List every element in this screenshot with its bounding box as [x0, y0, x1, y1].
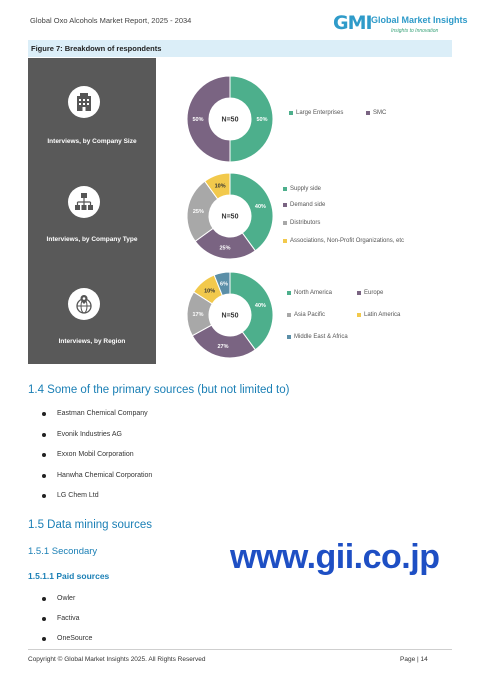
slice-value-label: 25%: [193, 209, 204, 215]
section-heading-secondary: 1.5.1 Secondary: [28, 546, 98, 557]
report-title: Global Oxo Alcohols Market Report, 2025 …: [30, 16, 192, 25]
slice-value-label: 17%: [193, 312, 204, 318]
legend-swatch: [357, 291, 361, 295]
donut-center-label: N=50: [222, 214, 239, 221]
donut-slice: [229, 75, 274, 163]
brand-name: Global Market Insights: [371, 15, 468, 25]
slice-value-label: 40%: [255, 303, 266, 309]
legend-label: North America: [294, 290, 333, 296]
legend-swatch: [283, 221, 287, 225]
panel-region: Interviews, by Region: [28, 264, 156, 362]
legend-swatch: [289, 111, 293, 115]
list-item-text: OneSource: [57, 635, 93, 642]
legend-swatch: [287, 313, 291, 317]
legend-swatch: [287, 291, 291, 295]
donut-chart-company-size: 50% 50% N=50: [186, 75, 274, 163]
respondent-panel: Interviews, by Company Size Interviews, …: [28, 58, 156, 364]
section-heading-data-mining: 1.5 Data mining sources: [28, 519, 153, 531]
list-item-text: Owler: [57, 595, 76, 602]
section-heading-primary-sources: 1.4 Some of the primary sources (but not…: [28, 384, 290, 396]
page-header: Global Oxo Alcohols Market Report, 2025 …: [0, 0, 480, 34]
legend-label: Associations, Non-Profit Organizations, …: [290, 238, 405, 244]
slice-value-label: 50%: [192, 117, 203, 123]
footer-divider: [28, 649, 452, 650]
legend-label: Large Enterprises: [296, 110, 344, 116]
footer-copyright: Copyright © Global Market Insights 2025.…: [28, 656, 206, 663]
watermark: www.gii.co.jp: [230, 538, 440, 576]
figure-caption-bar: Figure 7: Breakdown of respondents: [28, 40, 452, 57]
donut-chart-company-type: 40% 25% 25% 10% N=50: [186, 172, 274, 260]
legend-swatch: [283, 187, 287, 191]
legend-label: SMC: [373, 110, 387, 116]
panel-label-company-size: Interviews, by Company Size: [47, 138, 137, 145]
donut-center-label: N=50: [222, 117, 239, 124]
brand-logo: GMI Global Market Insights Insights to I…: [333, 12, 468, 38]
bullet-dot: [42, 597, 46, 601]
bullet-dot: [42, 617, 46, 621]
legend-label: Europe: [364, 290, 384, 296]
bullet-dot: [42, 494, 46, 498]
legend-label: Asia Pacific: [294, 312, 326, 318]
legend-label: Demand side: [290, 202, 326, 208]
slice-value-label: 10%: [215, 184, 226, 190]
slice-value-label: 40%: [255, 204, 266, 210]
panel-company-type: Interviews, by Company Type: [28, 158, 156, 256]
panel-label-company-type: Interviews, by Company Type: [46, 236, 138, 243]
panel-company-size: Interviews, by Company Size: [28, 58, 156, 156]
legend-label: Distributors: [290, 220, 321, 226]
donut-slice: [186, 75, 231, 163]
bullet-dot: [42, 412, 46, 416]
slice-value-label: 50%: [256, 117, 267, 123]
legend-swatch: [283, 239, 287, 243]
donut-slice: [229, 271, 274, 351]
globe-pin-icon: [68, 288, 100, 320]
list-item-text: Hanwha Chemical Corporation: [57, 472, 153, 479]
footer-page-number: Page | 14: [400, 656, 428, 663]
donut-slice: [204, 172, 231, 200]
legend-label: Latin America: [364, 312, 401, 318]
slice-value-label: 25%: [219, 246, 230, 252]
figure-title: Figure 7: Breakdown of respondents: [31, 44, 162, 53]
bullet-dot: [42, 474, 46, 478]
legend-label: Supply side: [290, 186, 322, 192]
brand-tagline: Insights to Innovation: [391, 28, 439, 34]
building-icon: [68, 86, 100, 118]
legend-swatch: [283, 203, 287, 207]
legend-swatch: [366, 111, 370, 115]
list-item-text: LG Chem Ltd: [57, 492, 99, 499]
brand-mark: GMI: [333, 12, 373, 34]
donut-slice: [213, 271, 231, 297]
donut-chart-region: 40% 27% 17% 10% 6% N=50: [186, 271, 274, 359]
slice-value-label: 6%: [220, 282, 228, 288]
list-item-text: Factiva: [57, 615, 80, 622]
list-item-text: Evonik Industries AG: [57, 431, 122, 438]
list-item-text: Eastman Chemical Company: [57, 410, 148, 417]
slice-value-label: 10%: [204, 288, 215, 294]
org-chart-icon: [68, 186, 100, 218]
bullet-dot: [42, 453, 46, 457]
donut-slice: [229, 172, 274, 252]
section-heading-paid-sources: 1.5.1.1 Paid sources: [28, 571, 110, 581]
legend-swatch: [287, 335, 291, 339]
legend-label: Middle East & Africa: [294, 334, 348, 340]
bullet-dot: [42, 637, 46, 641]
list-item-text: Exxon Mobil Corporation: [57, 451, 134, 458]
slice-value-label: 27%: [218, 344, 229, 350]
bullet-dot: [42, 433, 46, 437]
panel-label-region: Interviews, by Region: [58, 338, 126, 345]
donut-center-label: N=50: [222, 313, 239, 320]
legend-swatch: [357, 313, 361, 317]
